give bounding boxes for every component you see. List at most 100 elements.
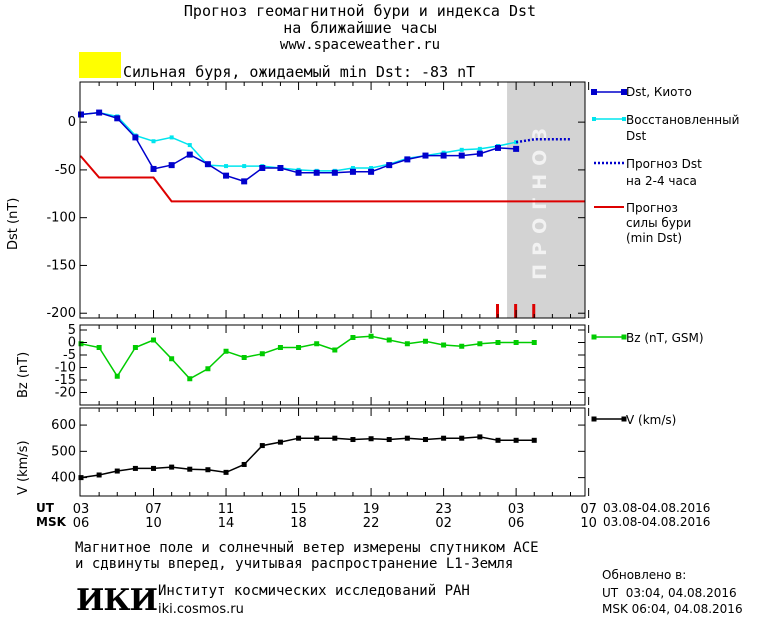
v-point [241,461,247,467]
dst-axis-label: Dst (nT) [6,197,21,250]
msk-date-range: 03.08-04.08.2016 [603,515,711,529]
bz-point [531,340,537,345]
updated-label: Обновлено в: [602,568,687,582]
dst-panel-ytick-label: 0 [68,115,76,130]
msk-tick-label: 02 [435,516,452,531]
website-label: www.spaceweather.ru [279,37,441,53]
iki-logo: ИКИ [76,583,158,618]
bz-panel-ytick-label: -15 [55,373,76,388]
ut-date-range: 03.08-04.08.2016 [603,501,711,515]
v-point [459,435,465,441]
v-point [151,465,157,471]
bz-point [96,345,102,350]
dst-kyoto-point [494,144,501,151]
v-line [80,436,535,479]
ut-tick-label: 03 [508,502,525,517]
msk-label: MSK [36,515,66,529]
bz-point [78,341,84,347]
v-point [386,437,392,443]
v-point [132,465,138,471]
storm-forecast-line [80,155,585,203]
msk-tick-label: 06 [508,516,525,531]
dst-kyoto-point [295,169,302,176]
restored-dst-line [80,111,517,172]
chart-subtitle: на ближайшие часы [283,19,437,37]
bz-point [314,341,320,347]
bz-point [187,376,193,382]
institute-name: Институт космических исследований РАН [158,583,470,599]
dst-kyoto-point [404,156,411,163]
legend-dst-symbol-marker [591,89,597,95]
note-line2: и сдвинуты вперед, учитывая распростране… [75,556,514,572]
v-point [296,435,302,441]
legend-bz-symbol-marker [591,334,597,340]
restored-dst-point [477,146,482,151]
dst-kyoto-point [386,162,393,169]
bz-point [277,345,283,350]
bz-point [169,356,175,362]
v-point [422,437,428,443]
msk-tick-label: 10 [580,516,597,531]
dst-kyoto-point [349,168,356,175]
dst-kyoto-point [331,169,338,176]
legend-bz: Bz (nT, GSM) [626,331,704,345]
restored-dst-point [369,165,374,170]
v-point [205,467,211,473]
updated-msk: MSK 06:04, 04.08.2016 [602,602,743,616]
dst-panel-ytick-label: -100 [46,211,76,226]
dst-kyoto-point [259,164,266,171]
dst-kyoto-point [223,172,230,179]
dst-kyoto-point [168,162,175,169]
legend-restored-symbol-marker [622,117,626,121]
bz-point [368,333,374,339]
bz-panel-ytick-label: -10 [55,361,76,376]
legend-v: V (km/s) [626,413,677,427]
v-point [495,437,501,443]
bz-point [296,345,302,350]
ut-tick-label: 03 [73,502,90,517]
dst-panel-ytick-label: -200 [46,306,76,321]
ut-tick-label: 07 [145,502,162,517]
dst-forecast-line [515,138,571,144]
legend-restored-symbol-marker [592,117,596,121]
bz-point [441,342,447,348]
legend-dst: Dst, Киото [626,85,692,99]
v-point [513,437,519,443]
v-point [350,437,356,443]
bz-point [223,348,229,354]
legend-forecast-line1: Прогноз Dst [626,157,702,171]
v-point [368,436,374,442]
msk-tick-label: 06 [73,516,90,531]
v-panel-ytick-label: 400 [51,471,76,486]
bz-point [241,355,247,360]
updated-ut: UT 03:04, 04.08.2016 [602,586,737,600]
v-panel-frame [79,407,586,497]
msk-tick-label: 22 [363,516,380,531]
v-point [477,434,483,440]
dst-kyoto-point [241,178,248,185]
legend-v-symbol-marker [591,416,597,422]
bz-point [151,337,157,343]
legend-storm-line1: Прогноз [626,201,678,215]
bz-point [495,340,501,345]
restored-dst-point [169,135,174,140]
dst-kyoto-point [96,109,103,116]
msk-tick-label: 18 [290,516,307,531]
dst-kyoto-point [78,111,84,118]
forecast-band [507,82,585,318]
note-line1: Магнитное поле и солнечный ветер измерен… [75,540,539,556]
legend-storm-line2: силы бури [626,216,692,230]
v-point [314,435,320,441]
bz-panel-ytick-label: 0 [68,336,76,351]
legend-forecast-line2: на 2-4 часа [626,174,697,188]
bz-panel-frame [79,324,586,406]
v-point [169,464,175,470]
bz-point [386,337,392,343]
storm-level-swatch [79,52,121,78]
chart-title: Прогноз геомагнитной бури и индекса Dst [183,2,537,20]
dst-panel-frame [79,81,586,319]
bz-line [80,335,535,380]
dst-kyoto-point [277,164,284,171]
bz-panel-ytick-label: -20 [55,386,76,401]
